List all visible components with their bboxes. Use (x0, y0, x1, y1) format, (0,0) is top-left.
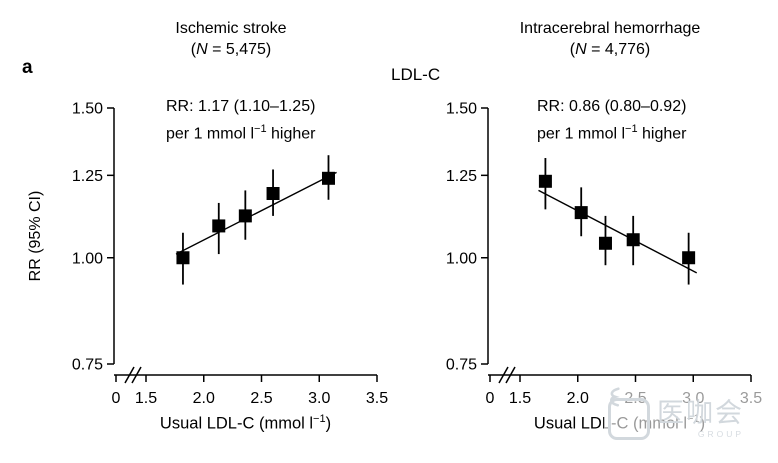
n-italic: N (196, 41, 208, 58)
annotation-rr-line: RR: 1.17 (1.10–1.25) (166, 98, 316, 115)
per-suffix: higher (637, 125, 687, 143)
panel-title-ischemic-stroke: Ischemic stroke (N = 5,475) (100, 18, 362, 60)
panel-n-count: (N = 4,776) (477, 39, 743, 60)
data-point-square (682, 251, 696, 265)
y-tick-label: 0.75 (72, 357, 103, 374)
data-point-square (574, 206, 588, 220)
y-tick-label: 0.75 (446, 357, 477, 374)
data-point-square (238, 209, 252, 223)
trend-line (538, 189, 698, 274)
axis-break-slash (498, 366, 509, 384)
per-superscript: −1 (254, 123, 267, 135)
x-tick-label: 3.0 (308, 390, 330, 407)
y-tick-label: 1.25 (446, 168, 477, 185)
x-tick-label: 0 (486, 390, 495, 407)
panel-letter: a (22, 57, 33, 78)
data-point-square (176, 251, 190, 265)
xlabel-superscript: −1 (313, 413, 326, 425)
n-open: ( (569, 41, 576, 58)
axis-break-slash (131, 366, 142, 384)
data-point-square (598, 236, 612, 250)
data-point-square (538, 174, 552, 188)
n-open: ( (190, 41, 197, 58)
x-tick-label: 0 (112, 390, 121, 407)
per-prefix: per 1 mmol l (537, 125, 626, 143)
trend-line (175, 171, 337, 255)
annotation-per-line: per 1 mmol l−1 higher (537, 118, 687, 145)
annotation-per-line: per 1 mmol l−1 higher (166, 118, 316, 145)
y-tick-label: 1.00 (72, 250, 103, 267)
watermark-swirl-icon (610, 387, 620, 407)
y-tick-label: 1.50 (446, 101, 477, 118)
panel-title-intracerebral-hemorrhage: Intracerebral hemorrhage (N = 4,776) (477, 18, 743, 60)
watermark-logo-icon (608, 387, 650, 440)
n-italic: N (575, 41, 587, 58)
data-point-square (266, 187, 280, 201)
x-tick-label: 3.5 (366, 390, 388, 407)
data-point-square (321, 171, 335, 185)
xlabel-prefix: Usual LDL-C (mmol l (159, 414, 314, 433)
axis-break-slash (124, 366, 135, 384)
y-axis-label: RR (95% CI) (27, 190, 44, 282)
per-prefix: per 1 mmol l (166, 125, 255, 143)
exposure-label: LDL-C (391, 65, 441, 84)
y-tick-label: 1.25 (72, 168, 103, 185)
x-tick-label: 1.5 (135, 390, 157, 407)
y-tick-label: 1.00 (446, 250, 477, 267)
watermark: 医咖会 GROUP (604, 386, 772, 452)
x-tick-label: 1.5 (509, 390, 531, 407)
annotation-hemorrhage-rr: RR: 0.86 (0.80–0.92) per 1 mmol l−1 high… (537, 96, 687, 145)
annotation-rr-line: RR: 0.86 (0.80–0.92) (537, 98, 687, 115)
n-rest: = 4,776) (586, 41, 651, 58)
watermark-text: 医咖会 (657, 397, 744, 428)
watermark-subtext: GROUP (697, 428, 744, 439)
per-superscript: −1 (625, 123, 638, 135)
watermark-text-column: 医咖会 GROUP (657, 397, 744, 439)
panel-0: 1.50 1.25 1.00 0.75 0 1.5 2.0 2.5 3.0 3.5 (72, 101, 388, 408)
x-tick-label: 2.0 (193, 390, 215, 407)
panel-n-count: (N = 5,475) (100, 39, 362, 60)
data-point-square (212, 219, 226, 233)
axis-break-slash (505, 366, 516, 384)
x-tick-label: 2.5 (250, 390, 272, 407)
xlabel-suffix: ) (325, 414, 332, 433)
data-point-square (626, 233, 640, 247)
panel-title-text: Intracerebral hemorrhage (519, 20, 701, 37)
annotation-ischemic-rr: RR: 1.17 (1.10–1.25) per 1 mmol l−1 high… (166, 96, 316, 145)
x-axis-label-left: Usual LDL-C (mmol l−1) (114, 413, 377, 434)
per-suffix: higher (266, 125, 316, 143)
y-tick-label: 1.50 (72, 101, 103, 118)
panel-title-text: Ischemic stroke (175, 20, 287, 37)
x-tick-label: 2.0 (567, 390, 589, 407)
n-rest: = 5,475) (207, 41, 272, 58)
